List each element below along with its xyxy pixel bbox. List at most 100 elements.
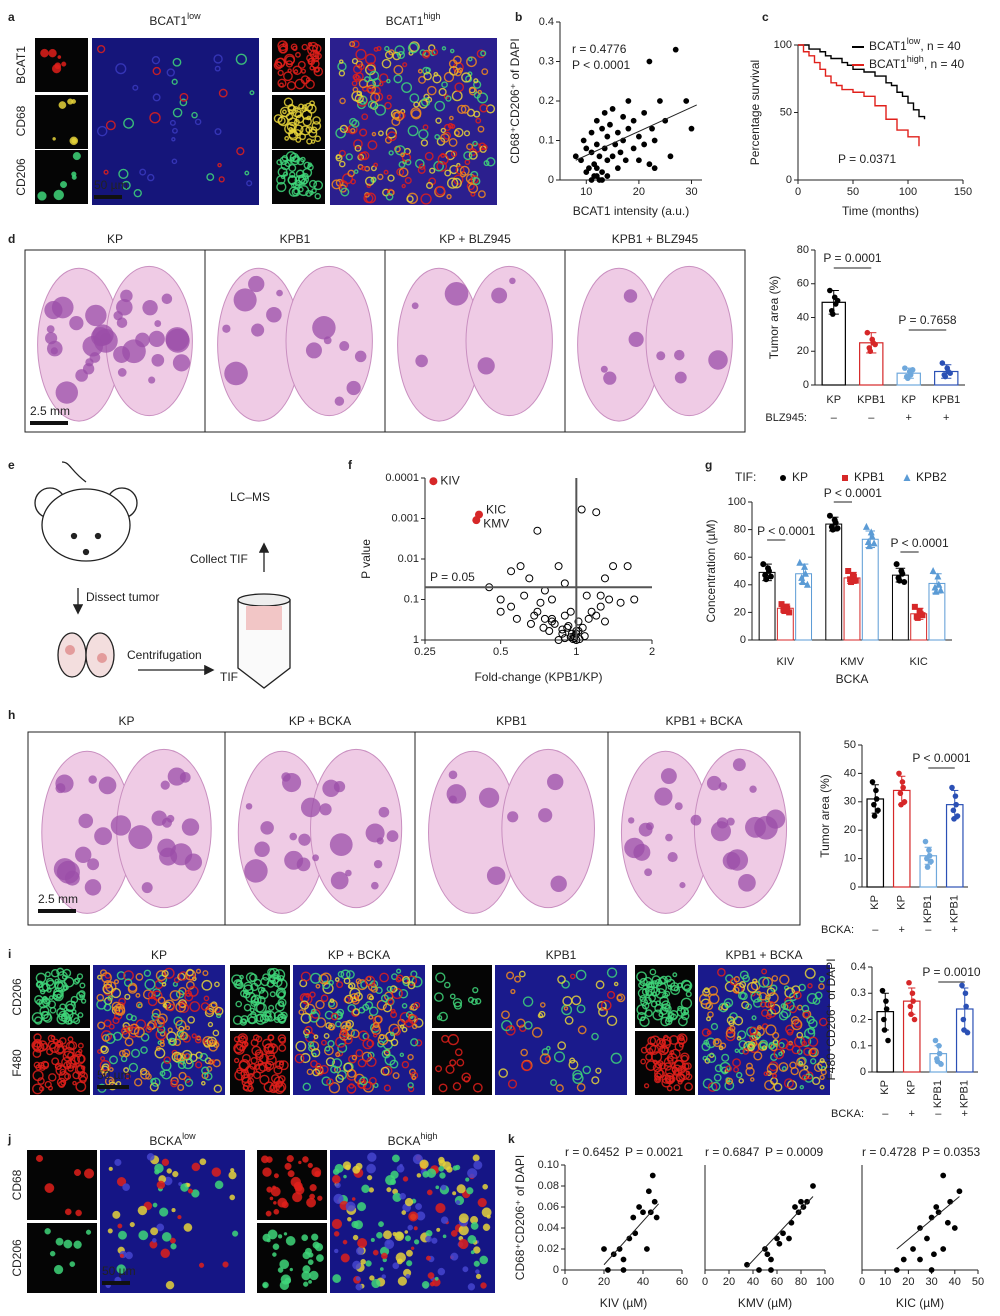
cell [262,1283,268,1288]
point [583,145,590,152]
cell [449,48,455,54]
cell [152,93,161,102]
cell [448,137,458,147]
cell [451,177,462,189]
cell [374,1015,383,1024]
point [536,598,545,607]
cell [167,1037,176,1046]
cell [553,1051,566,1063]
cell [441,81,448,89]
cell [466,1187,474,1195]
micrograph [27,1223,97,1293]
cell [150,1078,157,1085]
cell [39,988,46,995]
point [604,133,611,140]
cell [63,976,75,988]
cell [47,1000,56,1009]
bar [843,577,861,641]
cell [360,1258,366,1265]
point [605,1267,611,1273]
label: KPB1 [546,948,577,962]
cell [40,1060,50,1070]
cell [117,1001,125,1010]
cell [61,61,67,67]
cell [100,1056,106,1062]
text-part: BCAT1 [386,14,424,28]
label: 40 [747,1276,759,1288]
cell [344,1025,350,1031]
cell [63,984,69,991]
cell [270,1074,280,1083]
tumor-nodule [78,813,94,829]
cell [178,1071,187,1081]
cell [123,978,133,987]
label: KIC [909,656,927,668]
tumor-nodule [69,315,84,331]
point [578,623,587,632]
cell [392,1154,400,1163]
tumor-nodule [370,881,379,890]
cell [766,987,776,997]
cell [140,1033,150,1042]
cell [331,179,342,190]
cell [123,1067,130,1074]
cell [673,986,679,992]
micrograph [495,965,627,1095]
cell [773,1082,783,1092]
cell [366,1056,377,1067]
label: 50 µm [94,178,128,192]
point [641,109,648,116]
cell [48,1073,57,1082]
cell [233,978,243,989]
cell [102,983,114,995]
cell [661,1036,672,1047]
point [593,141,600,148]
cell [159,1070,166,1077]
label: 40 [734,579,746,591]
point [768,1267,774,1273]
cell [563,1006,569,1011]
cell [315,1017,327,1028]
cell [354,144,362,152]
cell [793,990,802,1000]
cell [73,1017,81,1025]
point [872,341,878,348]
point [850,573,857,580]
cell [482,1183,488,1190]
label: P = 0.0010 [922,965,980,979]
cell [306,115,312,121]
cell [703,987,710,994]
cell [53,987,64,999]
point [600,617,609,626]
label: 0 [548,174,554,186]
cell [663,1062,673,1071]
cell [355,48,367,61]
cell [150,1227,159,1236]
cell [206,1036,217,1048]
cell [187,1016,195,1024]
cell [771,975,779,982]
cell [712,1038,722,1048]
tumor-nodule [222,324,231,333]
cell [733,1066,740,1073]
label: 50 µm [97,1068,131,1082]
cell [359,128,368,137]
cell [476,92,489,104]
point [593,173,600,179]
cell [307,57,315,65]
tumor-nodule [50,347,58,355]
cell [391,117,401,127]
label: Percentage survival [748,60,762,165]
cell [319,1064,329,1075]
cell [541,1048,550,1056]
cell [137,1205,148,1216]
label: Concentration (µM) [704,520,718,623]
cell [317,1195,323,1201]
cell [352,86,359,93]
point [583,169,590,176]
label: r = 0.6847 [705,1145,760,1159]
cell [376,1231,383,1239]
cell [187,1188,193,1194]
point [914,614,921,621]
